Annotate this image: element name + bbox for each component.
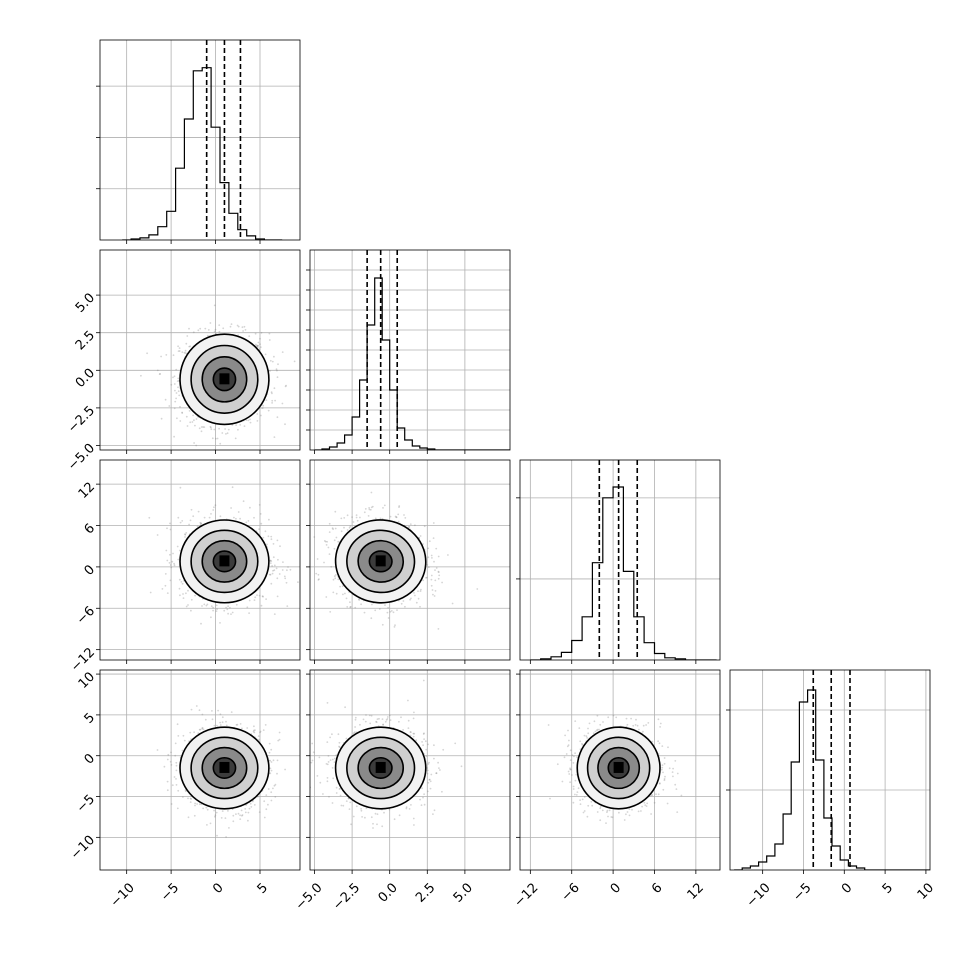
contour-line: [201, 539, 248, 583]
x-tick-label: 0.0: [376, 880, 401, 905]
x-tick-label: 0: [839, 880, 855, 896]
panel-0-1: [99, 249, 301, 451]
histogram-steps: [122, 67, 283, 240]
y-tick-label: −6: [74, 604, 98, 628]
panel-frame: [99, 249, 301, 451]
panel-frame: [99, 459, 301, 661]
y-tick-label: 0: [82, 562, 98, 578]
y-tick-label: 5.0: [73, 291, 98, 316]
contour-line: [597, 746, 641, 790]
panel-frame: [309, 459, 511, 661]
contour-line: [179, 726, 270, 810]
panel-1-2: [309, 459, 511, 661]
x-tick-label: −5.0: [293, 880, 326, 913]
contour-line: [212, 756, 237, 779]
contour-line: [607, 756, 630, 779]
y-tick-label: 5: [82, 710, 98, 726]
y-tick-label: −2.5: [65, 403, 98, 436]
panel-frame: [519, 669, 721, 871]
panel-2-3: [519, 669, 721, 871]
panel-1-3: [309, 669, 511, 871]
contour-line: [212, 550, 237, 573]
histogram-panel-2: [516, 459, 721, 661]
x-tick-label: 5: [255, 880, 271, 896]
contour-line: [179, 333, 270, 426]
density-peak: [375, 761, 386, 773]
histogram-panel-0: [96, 39, 301, 241]
y-tick-label: 6: [82, 521, 98, 537]
panel-frame: [519, 459, 721, 661]
x-tick-label: −5: [158, 880, 182, 904]
histogram-panel-3: [726, 669, 931, 871]
panel-frame: [99, 669, 301, 871]
histogram-steps: [530, 486, 717, 660]
x-tick-label: −10: [108, 880, 138, 910]
y-tick-label: −5.0: [65, 441, 98, 474]
contour-line: [190, 344, 259, 414]
x-tick-label: −10: [744, 880, 774, 910]
histogram-steps: [314, 277, 510, 450]
y-tick-label: 0.0: [73, 366, 98, 391]
contour-line: [334, 519, 427, 604]
x-tick-label: 2.5: [413, 880, 438, 905]
y-tick-label: −5: [74, 792, 98, 816]
density-peak: [219, 555, 230, 567]
contour-line: [179, 519, 270, 604]
density-peak: [613, 761, 624, 773]
contour-line: [190, 529, 259, 594]
contour-line: [586, 736, 651, 800]
x-tick-label: 0: [210, 880, 226, 896]
panel-0-2: [99, 459, 301, 661]
y-tick-label: 12: [76, 480, 98, 502]
panel-frame: [729, 669, 931, 871]
contour-line: [576, 726, 661, 810]
contour-line: [368, 550, 393, 573]
x-tick-label: 5: [880, 880, 896, 896]
panel-0-3: [99, 669, 301, 871]
contour-line: [201, 355, 248, 403]
y-tick-label: 2.5: [73, 328, 98, 353]
x-tick-label: −12: [511, 880, 541, 910]
contour-line: [346, 736, 416, 800]
contour-line: [346, 529, 416, 594]
x-tick-label: 10: [915, 880, 937, 902]
histogram-steps: [734, 689, 930, 870]
x-tick-label: 0: [608, 880, 624, 896]
x-tick-label: 12: [685, 880, 707, 902]
x-tick-label: 5.0: [451, 880, 476, 905]
panel-frame: [99, 39, 301, 241]
density-peak: [219, 761, 230, 773]
contour-line: [357, 539, 405, 583]
contour-line: [334, 726, 427, 810]
x-tick-label: −5: [790, 880, 814, 904]
panel-frame: [309, 249, 511, 451]
x-tick-label: −2.5: [330, 880, 363, 913]
y-tick-label: −12: [68, 645, 98, 675]
contour-line: [190, 736, 259, 800]
contour-line: [212, 367, 237, 392]
x-tick-label: 6: [649, 880, 665, 896]
contour-line: [368, 756, 393, 779]
histogram-panel-1: [306, 249, 511, 451]
panel-frame: [309, 669, 511, 871]
x-tick-label: −6: [559, 880, 583, 904]
contour-line: [357, 746, 405, 790]
density-peak: [219, 373, 230, 385]
contour-line: [201, 746, 248, 790]
y-tick-label: −10: [68, 833, 98, 863]
density-peak: [375, 555, 386, 567]
y-tick-label: 0: [82, 751, 98, 767]
